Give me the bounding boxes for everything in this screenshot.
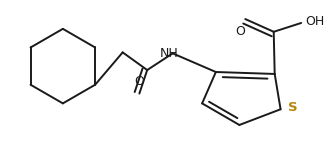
- Text: S: S: [288, 101, 298, 114]
- Text: O: O: [235, 25, 245, 38]
- Text: O: O: [134, 75, 144, 88]
- Text: NH: NH: [159, 47, 178, 59]
- Text: OH: OH: [305, 16, 324, 29]
